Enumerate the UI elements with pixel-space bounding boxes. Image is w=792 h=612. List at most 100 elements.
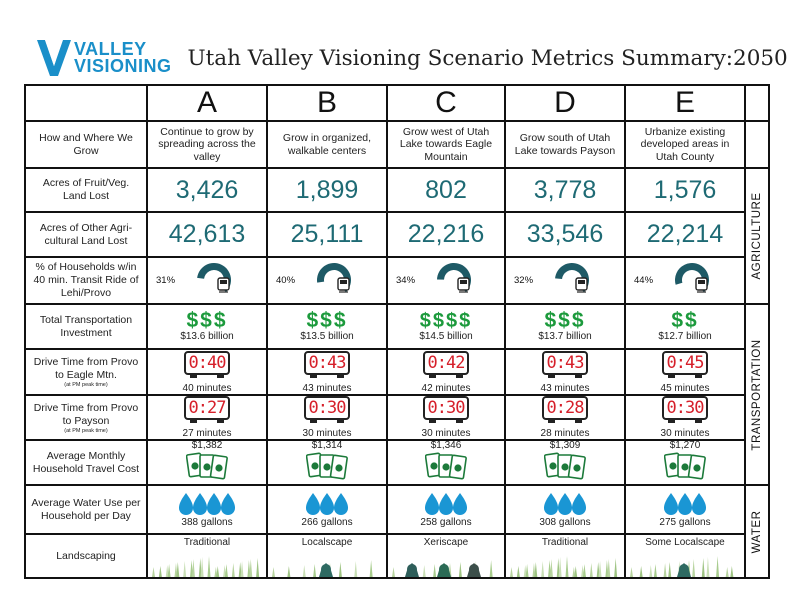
- transit-gauge-icon: [437, 263, 471, 293]
- grass-blade: [725, 567, 729, 577]
- row-ag: Acres of Other Agri-cultural Land Lost 42…: [24, 211, 769, 258]
- grass-blade: [510, 567, 513, 577]
- gauge-arc: [197, 263, 231, 293]
- drive-clock-icon: 0:30: [423, 396, 469, 423]
- cell-ag-d: 33,546: [504, 211, 626, 258]
- grass-blade: [216, 566, 220, 577]
- cell-ag-c: 22,216: [386, 211, 506, 258]
- transit-box: 40%: [268, 259, 386, 302]
- plants-icon: [152, 556, 260, 577]
- row-label-landscaping: Landscaping: [56, 549, 116, 562]
- grass-blade: [313, 564, 317, 577]
- cell-eagle-c: 0:42 42 minutes: [386, 348, 506, 396]
- ag-acres-value: 22,216: [407, 220, 485, 248]
- row-label-cell: [24, 84, 148, 122]
- grass-blade: [525, 564, 529, 577]
- grass-blade: [598, 561, 602, 577]
- grass-blade: [589, 563, 593, 577]
- water-drop-icon: [558, 493, 572, 515]
- fruit-acres-value: 3,426: [175, 175, 239, 204]
- investment-value: $13.5 billion: [300, 331, 354, 342]
- landscaping-type: Some Localscape: [645, 537, 725, 548]
- water-drop-icon: [334, 493, 348, 515]
- landscape-box: Traditional: [148, 535, 266, 577]
- cell-how-b: Grow in organized, walkable centers: [266, 120, 388, 169]
- landscaping-type: Localscape: [301, 537, 353, 548]
- drive-clock-icon: 0:40: [184, 350, 230, 378]
- cell-how-e: Urbanize existing developed areas in Uta…: [624, 120, 746, 169]
- water-drop-icon: [453, 493, 467, 515]
- water-drop-icon: [678, 493, 692, 515]
- water-drop-icon: [179, 493, 193, 515]
- row-label-cell: Average Monthly Household Travel Cost: [24, 439, 148, 486]
- transit-gauge: [672, 261, 712, 304]
- grass-blade: [668, 562, 672, 577]
- cell-head-e: E: [624, 84, 746, 122]
- grass-blade: [240, 561, 244, 577]
- money-bills-icon: [186, 452, 228, 479]
- grass-blade: [354, 561, 358, 577]
- row-label-payson: Drive Time from Provo to Payson: [33, 401, 139, 427]
- clock-digits: 0:43: [546, 352, 585, 373]
- grass-blade: [272, 567, 275, 577]
- row-landscaping: Landscaping Traditional Localscape Xeriscap…: [24, 533, 769, 579]
- water-gallons: 266 gallons: [301, 517, 353, 528]
- grass-blade: [176, 562, 180, 577]
- fruit-acres-value: 802: [425, 175, 467, 204]
- travel-cost: $1,346: [430, 439, 462, 451]
- clock-digits: 0:30: [427, 398, 466, 418]
- scenario-letter: C: [435, 86, 457, 119]
- drive-clock-icon: 0:28: [542, 396, 588, 423]
- cell-payson-c: 0:30 30 minutes: [386, 394, 506, 441]
- row-travel: Average Monthly Household Travel Cost $1,…: [24, 439, 769, 486]
- cell-transit-e: 44%: [624, 256, 746, 305]
- gauge-arc: [437, 263, 471, 293]
- transit-box: 44%: [626, 259, 744, 302]
- cell-invest-e: $$ $12.7 billion: [624, 303, 746, 350]
- drive-time-text: 43 minutes: [540, 382, 590, 394]
- cell-transit-c: 34%: [386, 256, 506, 305]
- cell-eagle-d: 0:43 43 minutes: [504, 348, 626, 396]
- cell-head-b: B: [266, 84, 388, 122]
- dollar-signs: $$$: [186, 309, 228, 332]
- drive-time-text: 42 minutes: [421, 382, 471, 394]
- plants-icon: [510, 556, 618, 577]
- drive-clock-icon: 0:30: [662, 396, 708, 423]
- water-drops-icon: [425, 493, 467, 515]
- water-drop-icon: [306, 493, 320, 515]
- travel-cost: $1,382: [191, 439, 223, 451]
- cell-travel-a: $1,382: [146, 439, 268, 486]
- fruit-acres-value: 1,576: [653, 175, 717, 204]
- cell-ag-b: 25,111: [266, 211, 388, 258]
- cell-fruit-d: 3,778: [504, 167, 626, 213]
- row-note-eagle: (at PM peak time): [64, 382, 108, 388]
- investment-value: $13.7 billion: [538, 331, 592, 342]
- cell-landscaping-e: Some Localscape: [624, 533, 746, 579]
- row-head: A B C D E: [24, 84, 770, 122]
- cell-payson-d: 0:28 28 minutes: [504, 394, 626, 441]
- dollar-signs: $$$: [306, 309, 348, 332]
- cell-fruit-c: 802: [386, 167, 506, 213]
- cell-landscaping-b: Localscape: [266, 533, 388, 579]
- cell-payson-a: 0:27 27 minutes: [146, 394, 268, 441]
- water-drop-icon: [193, 493, 207, 515]
- cell-water-e: 275 gallons: [624, 484, 746, 535]
- clock-digits: 0:30: [666, 398, 705, 418]
- row-label-cell: % of Households w/in 40 min. Transit Rid…: [24, 256, 148, 305]
- row-label-transit: % of Households w/in 40 min. Transit Rid…: [33, 261, 139, 299]
- gauge-arc: [675, 263, 709, 293]
- scenario-description: Grow west of Utah Lake towards Eagle Mou…: [399, 125, 493, 163]
- fruit-acres-value: 1,899: [295, 175, 359, 204]
- row-label-water: Average Water Use per Household per Day: [31, 496, 141, 522]
- investment-value: $13.6 billion: [180, 331, 234, 342]
- clock-digits: 0:27: [188, 398, 227, 418]
- grass-blade: [256, 558, 260, 577]
- grass-blade: [630, 567, 633, 577]
- row-water: Average Water Use per Household per Day 3…: [24, 484, 770, 579]
- cell-ag-e: 22,214: [624, 211, 746, 258]
- ag-acres-value: 25,111: [290, 220, 364, 248]
- grass-blade: [653, 564, 657, 577]
- cell-how-c: Grow west of Utah Lake towards Eagle Mou…: [386, 120, 506, 169]
- water-drops-icon: [179, 493, 235, 515]
- water-drop-icon: [692, 493, 706, 515]
